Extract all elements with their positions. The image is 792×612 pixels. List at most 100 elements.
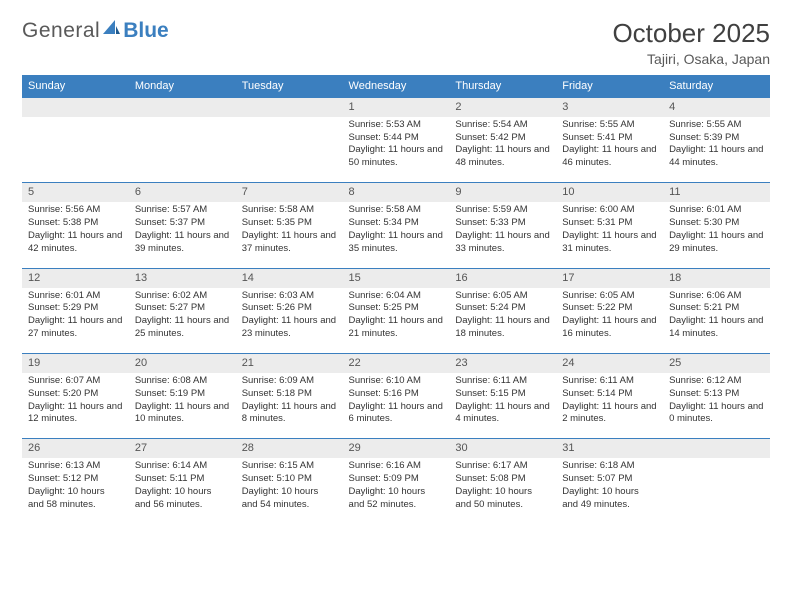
- day-number: 29: [343, 439, 450, 458]
- daylight-text: Daylight: 11 hours and 35 minutes.: [349, 230, 444, 256]
- day-number-row: 567891011: [22, 183, 770, 202]
- day-info: Sunrise: 5:54 AMSunset: 5:42 PMDaylight:…: [449, 117, 556, 183]
- sunset-text: Sunset: 5:13 PM: [669, 388, 764, 401]
- daylight-text: Daylight: 11 hours and 14 minutes.: [669, 315, 764, 341]
- daylight-text: Daylight: 11 hours and 31 minutes.: [562, 230, 657, 256]
- daylight-text: Daylight: 11 hours and 6 minutes.: [349, 401, 444, 427]
- sunrise-text: Sunrise: 5:54 AM: [455, 119, 550, 132]
- daylight-text: Daylight: 11 hours and 0 minutes.: [669, 401, 764, 427]
- day-number: 7: [236, 183, 343, 202]
- day-number: 27: [129, 439, 236, 458]
- sunrise-text: Sunrise: 6:01 AM: [669, 204, 764, 217]
- sunrise-text: Sunrise: 6:17 AM: [455, 460, 550, 473]
- daylight-text: Daylight: 11 hours and 12 minutes.: [28, 401, 123, 427]
- day-number: 20: [129, 354, 236, 373]
- day-info: Sunrise: 5:56 AMSunset: 5:38 PMDaylight:…: [22, 202, 129, 268]
- day-info: Sunrise: 6:03 AMSunset: 5:26 PMDaylight:…: [236, 288, 343, 354]
- daylight-text: Daylight: 10 hours and 52 minutes.: [349, 486, 444, 512]
- logo-text-1: General: [22, 19, 100, 43]
- sunrise-text: Sunrise: 5:57 AM: [135, 204, 230, 217]
- day-info: [22, 117, 129, 183]
- day-number: 10: [556, 183, 663, 202]
- daylight-text: Daylight: 11 hours and 29 minutes.: [669, 230, 764, 256]
- sunset-text: Sunset: 5:31 PM: [562, 217, 657, 230]
- daylight-text: Daylight: 11 hours and 21 minutes.: [349, 315, 444, 341]
- sunrise-text: Sunrise: 6:18 AM: [562, 460, 657, 473]
- day-number: 6: [129, 183, 236, 202]
- sunrise-text: Sunrise: 5:56 AM: [28, 204, 123, 217]
- sunset-text: Sunset: 5:08 PM: [455, 473, 550, 486]
- day-info: Sunrise: 5:55 AMSunset: 5:41 PMDaylight:…: [556, 117, 663, 183]
- calendar-body: 1234 Sunrise: 5:53 AMSunset: 5:44 PMDayl…: [22, 98, 770, 525]
- day-info: Sunrise: 6:16 AMSunset: 5:09 PMDaylight:…: [343, 458, 450, 524]
- sunrise-text: Sunrise: 6:10 AM: [349, 375, 444, 388]
- day-number: 15: [343, 268, 450, 287]
- day-number: [22, 98, 129, 117]
- sunrise-text: Sunrise: 6:13 AM: [28, 460, 123, 473]
- sunset-text: Sunset: 5:30 PM: [669, 217, 764, 230]
- weekday-header: Saturday: [663, 75, 770, 98]
- day-info: Sunrise: 5:59 AMSunset: 5:33 PMDaylight:…: [449, 202, 556, 268]
- day-number: [236, 98, 343, 117]
- day-info: Sunrise: 6:11 AMSunset: 5:14 PMDaylight:…: [556, 373, 663, 439]
- sunrise-text: Sunrise: 6:02 AM: [135, 290, 230, 303]
- daylight-text: Daylight: 11 hours and 23 minutes.: [242, 315, 337, 341]
- day-info-row: Sunrise: 5:53 AMSunset: 5:44 PMDaylight:…: [22, 117, 770, 183]
- sunrise-text: Sunrise: 5:55 AM: [669, 119, 764, 132]
- daylight-text: Daylight: 11 hours and 10 minutes.: [135, 401, 230, 427]
- day-info: [663, 458, 770, 524]
- day-number: 24: [556, 354, 663, 373]
- day-number: 16: [449, 268, 556, 287]
- daylight-text: Daylight: 11 hours and 27 minutes.: [28, 315, 123, 341]
- weekday-header: Sunday: [22, 75, 129, 98]
- day-info: Sunrise: 6:00 AMSunset: 5:31 PMDaylight:…: [556, 202, 663, 268]
- sunrise-text: Sunrise: 5:58 AM: [242, 204, 337, 217]
- day-number: 2: [449, 98, 556, 117]
- sunrise-text: Sunrise: 6:01 AM: [28, 290, 123, 303]
- day-info-row: Sunrise: 6:13 AMSunset: 5:12 PM Daylight:…: [22, 458, 770, 524]
- sunset-text: Sunset: 5:24 PM: [455, 302, 550, 315]
- sunset-text: Sunset: 5:22 PM: [562, 302, 657, 315]
- daylight-text: Daylight: 11 hours and 33 minutes.: [455, 230, 550, 256]
- location: Tajiri, Osaka, Japan: [612, 51, 770, 67]
- day-info: Sunrise: 5:58 AMSunset: 5:34 PMDaylight:…: [343, 202, 450, 268]
- sunset-text: Sunset: 5:38 PM: [28, 217, 123, 230]
- day-number: 14: [236, 268, 343, 287]
- daylight-text: Daylight: 11 hours and 42 minutes.: [28, 230, 123, 256]
- sunrise-text: Sunrise: 5:59 AM: [455, 204, 550, 217]
- sunset-text: Sunset: 5:33 PM: [455, 217, 550, 230]
- sunset-text: Sunset: 5:26 PM: [242, 302, 337, 315]
- sunset-text: Sunset: 5:07 PM: [562, 473, 657, 486]
- sunset-text: Sunset: 5:35 PM: [242, 217, 337, 230]
- sunset-text: Sunset: 5:12 PM: [28, 473, 123, 486]
- daylight-text: Daylight: 10 hours and 56 minutes.: [135, 486, 230, 512]
- day-number: 17: [556, 268, 663, 287]
- weekday-header: Monday: [129, 75, 236, 98]
- weekday-header: Wednesday: [343, 75, 450, 98]
- day-info: Sunrise: 6:05 AMSunset: 5:24 PMDaylight:…: [449, 288, 556, 354]
- daylight-text: Daylight: 10 hours and 50 minutes.: [455, 486, 550, 512]
- day-number: 18: [663, 268, 770, 287]
- logo: General Blue: [22, 18, 169, 44]
- day-number: 30: [449, 439, 556, 458]
- sunset-text: Sunset: 5:14 PM: [562, 388, 657, 401]
- sunset-text: Sunset: 5:20 PM: [28, 388, 123, 401]
- daylight-text: Daylight: 11 hours and 50 minutes.: [349, 144, 444, 170]
- day-info: Sunrise: 6:14 AMSunset: 5:11 PMDaylight:…: [129, 458, 236, 524]
- sunset-text: Sunset: 5:18 PM: [242, 388, 337, 401]
- day-info: Sunrise: 5:53 AMSunset: 5:44 PMDaylight:…: [343, 117, 450, 183]
- sunrise-text: Sunrise: 5:55 AM: [562, 119, 657, 132]
- day-info: Sunrise: 6:12 AMSunset: 5:13 PMDaylight:…: [663, 373, 770, 439]
- sunset-text: Sunset: 5:27 PM: [135, 302, 230, 315]
- sunrise-text: Sunrise: 6:00 AM: [562, 204, 657, 217]
- weekday-header: Friday: [556, 75, 663, 98]
- month-title: October 2025: [612, 18, 770, 49]
- day-number: 13: [129, 268, 236, 287]
- sunrise-text: Sunrise: 5:53 AM: [349, 119, 444, 132]
- sunset-text: Sunset: 5:29 PM: [28, 302, 123, 315]
- daylight-text: Daylight: 11 hours and 2 minutes.: [562, 401, 657, 427]
- daylight-text: Daylight: 11 hours and 39 minutes.: [135, 230, 230, 256]
- sunset-text: Sunset: 5:41 PM: [562, 132, 657, 145]
- day-number: 11: [663, 183, 770, 202]
- day-number: 21: [236, 354, 343, 373]
